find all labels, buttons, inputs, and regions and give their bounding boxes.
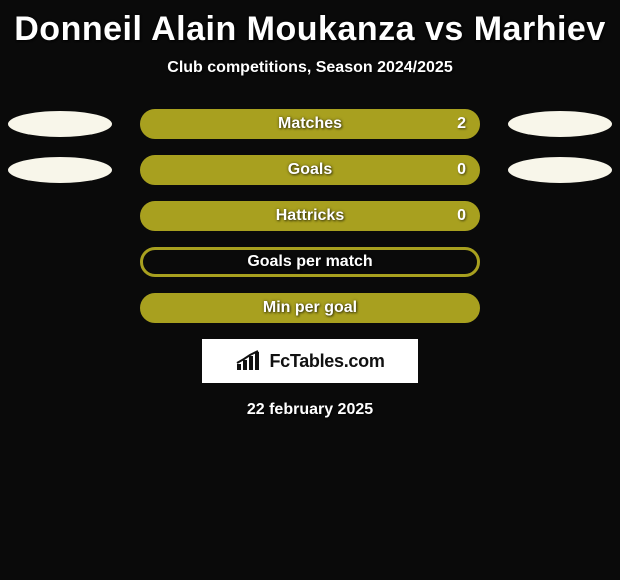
stat-row: Goals per match bbox=[0, 247, 620, 277]
left-value-ellipse bbox=[8, 157, 112, 183]
stat-label: Goals per match bbox=[247, 253, 372, 271]
stat-bar: Goals per match bbox=[140, 247, 480, 277]
stat-row: Goals 0 bbox=[0, 155, 620, 185]
stat-bar: Goals 0 bbox=[140, 155, 480, 185]
left-value-ellipse bbox=[8, 111, 112, 137]
right-value-ellipse bbox=[508, 157, 612, 183]
brand-text: FcTables.com bbox=[269, 351, 384, 372]
stat-label: Matches bbox=[278, 115, 342, 133]
stat-value-right: 0 bbox=[457, 161, 466, 179]
subtitle: Club competitions, Season 2024/2025 bbox=[167, 59, 452, 77]
stat-row: Matches 2 bbox=[0, 109, 620, 139]
stat-value-right: 2 bbox=[457, 115, 466, 133]
comparison-card: Donneil Alain Moukanza vs Marhiev Club c… bbox=[0, 0, 620, 580]
stat-bar: Hattricks 0 bbox=[140, 201, 480, 231]
stat-label: Goals bbox=[288, 161, 332, 179]
brand-chart-icon bbox=[235, 350, 263, 372]
brand-badge: FcTables.com bbox=[202, 339, 418, 383]
right-value-ellipse bbox=[508, 111, 612, 137]
stat-bar: Matches 2 bbox=[140, 109, 480, 139]
stat-value-right: 0 bbox=[457, 207, 466, 225]
snapshot-date: 22 february 2025 bbox=[247, 401, 373, 419]
stats-list: Matches 2 Goals 0 Hattricks 0 Goals bbox=[0, 109, 620, 323]
page-title: Donneil Alain Moukanza vs Marhiev bbox=[14, 10, 605, 49]
stat-row: Min per goal bbox=[0, 293, 620, 323]
stat-row: Hattricks 0 bbox=[0, 201, 620, 231]
stat-bar: Min per goal bbox=[140, 293, 480, 323]
stat-label: Min per goal bbox=[263, 299, 357, 317]
stat-label: Hattricks bbox=[276, 207, 344, 225]
